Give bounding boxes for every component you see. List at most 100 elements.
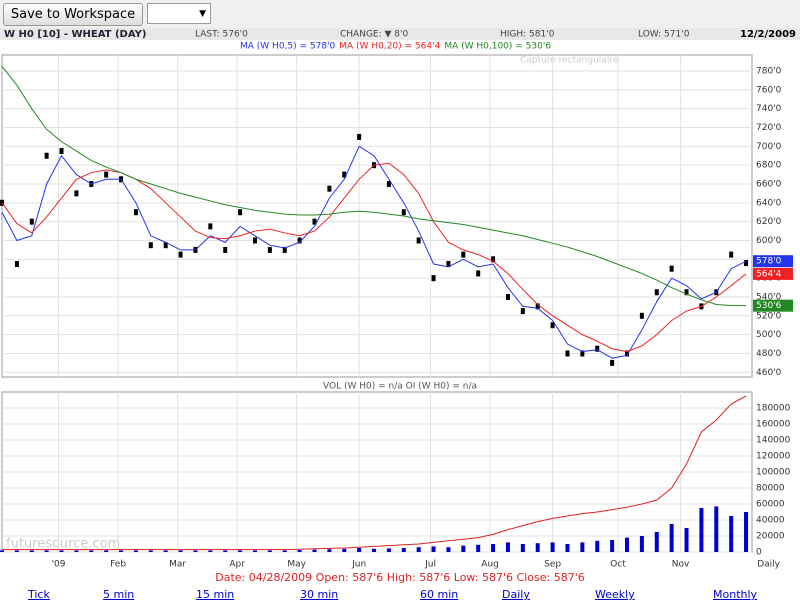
- volume-bar: [74, 550, 79, 552]
- volume-bar: [491, 544, 496, 552]
- x-tick-label: Nov: [672, 560, 690, 570]
- x-tick-label: Oct: [610, 560, 626, 570]
- change: CHANGE: ▼ 8'0: [340, 30, 408, 40]
- period-link[interactable]: Monthly: [713, 588, 758, 601]
- candle: [461, 251, 466, 258]
- candle: [163, 242, 168, 249]
- volume-bar: [223, 550, 228, 552]
- y-tick-label: 640'0: [756, 198, 782, 208]
- x-tick-label: Aug: [481, 560, 499, 570]
- volume-bar: [357, 548, 362, 552]
- x-tick-label: '09: [52, 560, 66, 570]
- x-tick-label: Sep: [544, 560, 561, 570]
- period-link[interactable]: 60 min: [420, 588, 459, 601]
- low: LOW: 571'0: [638, 30, 690, 40]
- period-link[interactable]: Daily: [502, 588, 530, 601]
- volume-bar: [729, 516, 734, 552]
- y-tick-label: 460'0: [756, 368, 782, 378]
- candle: [357, 133, 362, 140]
- candle: [59, 148, 64, 155]
- candle: [342, 171, 347, 178]
- candle: [148, 242, 153, 249]
- open-interest-line: [2, 395, 747, 551]
- candle: [44, 152, 49, 159]
- period-link[interactable]: 5 min: [103, 588, 135, 601]
- y-tick-label: 160000: [756, 420, 791, 430]
- y-tick-label: 20000: [756, 532, 785, 542]
- volume-bar: [520, 544, 525, 552]
- y-tick-label: 140000: [756, 436, 791, 446]
- candle: [178, 251, 183, 258]
- candle: [535, 303, 540, 310]
- candle: [208, 223, 213, 230]
- symbol: W H0 [10] - WHEAT (DAY): [4, 29, 146, 40]
- candle: [238, 209, 243, 216]
- candle: [550, 322, 555, 329]
- header-bar: [0, 28, 800, 40]
- y-tick-label: 740'0: [756, 104, 782, 114]
- save-button[interactable]: Save to Workspace: [3, 3, 143, 26]
- candle: [327, 185, 332, 192]
- volume-bar: [29, 550, 34, 552]
- period-link[interactable]: 15 min: [196, 588, 235, 601]
- volume-bar: [535, 543, 540, 552]
- volume-bar: [505, 542, 510, 552]
- volume-bar: [119, 550, 124, 552]
- legend-entry: MA (W H0,5) = 578'0: [240, 42, 336, 52]
- x-tick-label: Apr: [229, 560, 245, 570]
- x-tick-label: Feb: [110, 560, 126, 570]
- candle: [401, 209, 406, 216]
- volume-bar: [252, 550, 257, 552]
- y-tick-label: 720'0: [756, 123, 782, 133]
- price-frame: [1, 54, 753, 378]
- y-tick-label: 760'0: [756, 85, 782, 95]
- dropdown[interactable]: ▼: [147, 3, 211, 24]
- y-tick-label: 600'0: [756, 236, 782, 246]
- chart: W H0 [10] - WHEAT (DAY) LAST: 576'0 CHAN…: [0, 28, 800, 584]
- volume-bar: [401, 548, 406, 552]
- candle: [476, 270, 481, 277]
- candle: [297, 237, 302, 244]
- candle: [669, 265, 674, 272]
- period-link[interactable]: Tick: [28, 588, 50, 601]
- ma-line: [1, 162, 747, 353]
- y-tick-label: 540'0: [756, 292, 782, 302]
- y-tick-label: 60000: [756, 500, 785, 510]
- y-tick-label: 660'0: [756, 179, 782, 189]
- x-tick-label: Jul: [424, 560, 436, 570]
- watermark: Capture rectangulaire: [520, 56, 619, 66]
- candle: [14, 261, 19, 268]
- candle: [252, 237, 257, 244]
- candle: [416, 237, 421, 244]
- y-tick-label: 180000: [756, 404, 791, 414]
- volume-bar: [44, 550, 49, 552]
- volume-bar: [163, 550, 168, 552]
- last-value-box: [753, 299, 793, 312]
- y-tick-label: 0: [756, 548, 762, 558]
- volume-bar: [669, 524, 674, 552]
- period-link[interactable]: 30 min: [300, 588, 339, 601]
- candle: [625, 350, 629, 357]
- x-tick-label: Mar: [169, 560, 186, 570]
- last-value-box: [753, 255, 793, 268]
- volume-bar: [654, 532, 659, 552]
- volume-bar: [461, 545, 466, 552]
- candle: [267, 246, 272, 253]
- candle: [654, 289, 659, 296]
- volume-bar: [372, 548, 377, 552]
- volume-bar: [610, 540, 615, 552]
- volume-bar: [14, 550, 19, 552]
- volume-bar: [714, 506, 719, 552]
- x-tick-label: Jun: [351, 560, 366, 570]
- volume-bar: [595, 540, 600, 552]
- last-value-box: [753, 267, 793, 280]
- volume-bar: [625, 537, 629, 552]
- x-tick-label: May: [287, 560, 306, 570]
- period-link[interactable]: Weekly: [595, 588, 635, 601]
- volume-bar: [684, 528, 689, 552]
- candle: [729, 251, 734, 258]
- y-tick-label: 40000: [756, 516, 785, 526]
- volume-bar: [104, 550, 109, 552]
- candle: [744, 260, 749, 267]
